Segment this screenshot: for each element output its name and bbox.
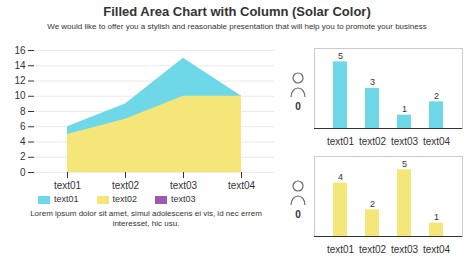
svg-text:1: 1 [434, 212, 439, 222]
svg-text:text01: text01 [54, 180, 82, 191]
svg-text:8: 8 [20, 106, 26, 117]
svg-text:text01: text01 [327, 136, 355, 146]
svg-text:12: 12 [14, 75, 26, 86]
svg-text:text04: text04 [228, 180, 256, 191]
svg-text:text03: text03 [170, 180, 198, 191]
svg-text:text04: text04 [423, 244, 451, 254]
html-text:text01: text01 [54, 194, 79, 204]
svg-text:1: 1 [402, 104, 407, 114]
svg-text:2: 2 [370, 199, 375, 209]
html-text:We would like to offer you a s: We would like to offer you a stylish and… [47, 22, 427, 31]
svg-text:text03: text03 [391, 136, 419, 146]
html-text:Filled Area Chart with Column: Filled Area Chart with Column (Solar Col… [103, 4, 371, 19]
svg-text:0: 0 [295, 209, 301, 220]
html-text:Lorem ipsum dolor sit amet, si: Lorem ipsum dolor sit amet, simul adoles… [30, 209, 262, 228]
svg-text:text02: text02 [359, 136, 387, 146]
html-text:text02: text02 [112, 194, 138, 204]
svg-text:6: 6 [20, 121, 26, 132]
svg-text:14: 14 [14, 60, 26, 71]
svg-text:0: 0 [20, 167, 26, 178]
svg-text:4: 4 [338, 172, 343, 182]
svg-text:2: 2 [20, 151, 26, 162]
svg-text:4: 4 [20, 136, 26, 147]
svg-text:0: 0 [295, 101, 301, 112]
svg-text:text01: text01 [327, 244, 355, 254]
html-text:text03: text03 [171, 194, 196, 204]
svg-text:2: 2 [434, 91, 439, 101]
svg-text:text02: text02 [112, 180, 140, 191]
svg-text:5: 5 [338, 51, 343, 61]
svg-text:text03: text03 [391, 244, 419, 254]
svg-text:10: 10 [14, 90, 26, 101]
svg-text:5: 5 [402, 159, 407, 169]
svg-text:text04: text04 [423, 136, 451, 146]
svg-text:16: 16 [14, 45, 26, 56]
svg-text:3: 3 [370, 77, 375, 87]
svg-text:text02: text02 [359, 244, 387, 254]
